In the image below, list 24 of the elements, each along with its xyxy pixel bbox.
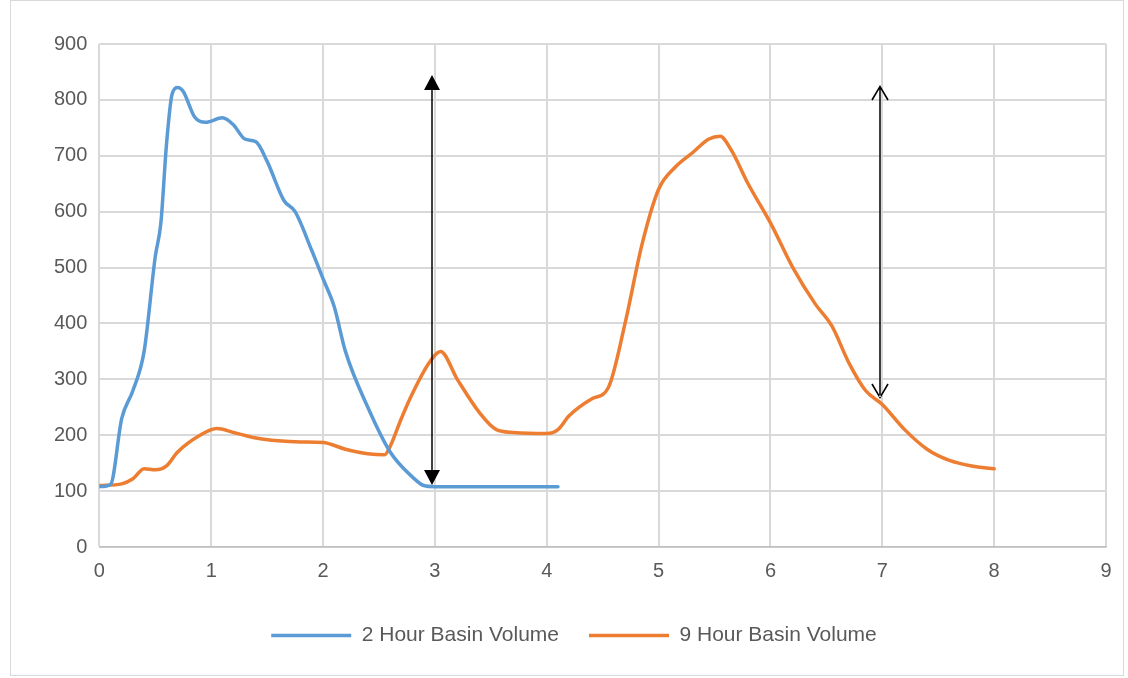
y-tick-label: 900 bbox=[53, 31, 88, 54]
x-tick-label: 3 bbox=[429, 558, 441, 581]
x-tick-label: 4 bbox=[541, 558, 553, 581]
x-tick-label: 5 bbox=[653, 558, 665, 581]
x-tick-label: 9 bbox=[1100, 558, 1112, 581]
y-tick-label: 200 bbox=[53, 422, 88, 445]
y-tick-label: 100 bbox=[53, 478, 88, 501]
y-tick-label: 500 bbox=[53, 255, 88, 278]
x-tick-label: 8 bbox=[988, 558, 1000, 581]
legend-label: 2 Hour Basin Volume bbox=[361, 622, 560, 646]
y-tick-label: 700 bbox=[53, 143, 88, 166]
line-series bbox=[99, 134, 996, 488]
x-tick-label: 7 bbox=[876, 558, 888, 581]
x-tick-label: 1 bbox=[205, 558, 217, 581]
x-tick-label: 6 bbox=[764, 558, 777, 581]
y-tick-label: 300 bbox=[53, 366, 88, 389]
y-tick-label: 400 bbox=[53, 310, 88, 333]
x-tick-label: 0 bbox=[93, 558, 105, 581]
y-tick-label: 0 bbox=[76, 534, 88, 557]
x-tick-label: 2 bbox=[317, 558, 329, 581]
legend-label: 9 Hour Basin Volume bbox=[679, 622, 877, 646]
line-series bbox=[99, 85, 560, 489]
y-tick-label: 800 bbox=[53, 87, 88, 110]
y-tick-label: 600 bbox=[53, 199, 88, 222]
